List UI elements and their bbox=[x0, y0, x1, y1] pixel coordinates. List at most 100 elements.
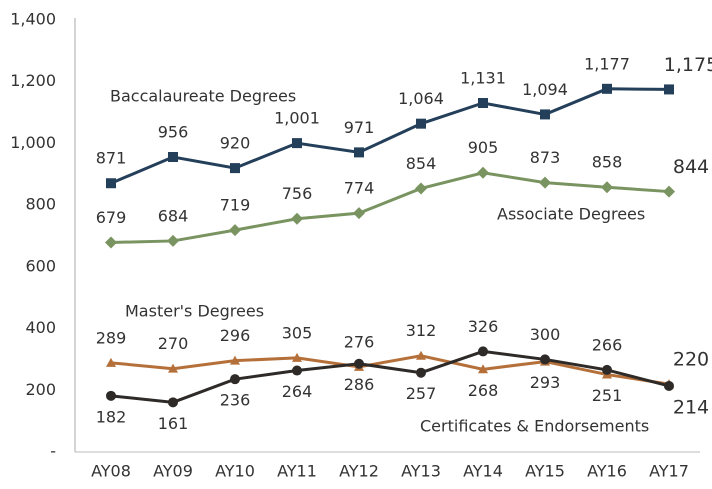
data-label: 270 bbox=[158, 334, 189, 353]
series-name: Master's Degrees bbox=[125, 302, 264, 321]
marker bbox=[416, 367, 426, 378]
data-label: 920 bbox=[220, 134, 251, 153]
marker bbox=[230, 355, 240, 365]
y-tick-label: 400 bbox=[25, 318, 56, 337]
x-tick-label: AY15 bbox=[525, 462, 565, 481]
marker bbox=[106, 390, 116, 401]
data-label: 220 bbox=[673, 349, 709, 371]
data-label: 905 bbox=[468, 138, 499, 157]
data-label: 326 bbox=[468, 317, 499, 336]
marker bbox=[664, 380, 674, 391]
marker bbox=[478, 346, 488, 357]
marker bbox=[354, 358, 364, 369]
marker bbox=[477, 166, 489, 179]
data-label: 161 bbox=[158, 414, 189, 433]
x-tick-label: AY16 bbox=[587, 462, 627, 481]
marker bbox=[230, 163, 240, 174]
x-tick-label: AY13 bbox=[401, 462, 441, 481]
x-tick-label: AY14 bbox=[463, 462, 503, 481]
data-label: 1,131 bbox=[460, 69, 506, 88]
data-label: 971 bbox=[344, 118, 375, 137]
y-tick-label: 1,400 bbox=[10, 10, 56, 29]
marker bbox=[168, 397, 178, 408]
y-tick-label: 1,000 bbox=[10, 133, 56, 152]
marker bbox=[105, 236, 117, 249]
data-label: 293 bbox=[530, 373, 561, 392]
y-tick-label: 200 bbox=[25, 380, 56, 399]
series-line bbox=[110, 171, 670, 244]
marker bbox=[106, 178, 116, 189]
marker bbox=[540, 109, 550, 120]
data-label: 774 bbox=[344, 179, 375, 198]
data-label: 300 bbox=[530, 325, 561, 344]
data-label: 312 bbox=[406, 321, 437, 340]
data-label: 268 bbox=[468, 381, 499, 400]
data-label: 679 bbox=[96, 208, 127, 227]
y-tick-label: 1,200 bbox=[10, 71, 56, 90]
data-label: 873 bbox=[530, 148, 561, 167]
data-label: 871 bbox=[96, 149, 127, 168]
marker bbox=[167, 234, 179, 247]
x-tick-label: AY12 bbox=[339, 462, 379, 481]
y-tick-label: 800 bbox=[25, 195, 56, 214]
series-name: Associate Degrees bbox=[497, 205, 645, 224]
data-label: 214 bbox=[673, 396, 709, 418]
data-label: 286 bbox=[344, 375, 375, 394]
marker bbox=[415, 182, 427, 195]
data-label: 1,064 bbox=[398, 89, 444, 108]
x-tick-label: AY10 bbox=[215, 462, 255, 481]
data-label: 1,177 bbox=[584, 54, 630, 73]
data-label: 854 bbox=[406, 154, 437, 173]
series-name: Certificates & Endorsements bbox=[420, 417, 649, 436]
data-label: 1,175 bbox=[664, 54, 712, 76]
marker bbox=[416, 350, 426, 360]
x-tick-label: AY09 bbox=[153, 462, 193, 481]
marker bbox=[663, 185, 675, 198]
data-label: 257 bbox=[406, 384, 437, 403]
data-label: 236 bbox=[220, 391, 251, 410]
marker bbox=[602, 83, 612, 94]
x-tick-label: AY11 bbox=[277, 462, 317, 481]
data-label: 266 bbox=[592, 335, 623, 354]
data-label: 182 bbox=[96, 407, 127, 426]
marker bbox=[353, 207, 365, 220]
marker bbox=[354, 147, 364, 158]
y-tick-label: 600 bbox=[25, 256, 56, 275]
marker bbox=[292, 138, 302, 149]
marker bbox=[168, 152, 178, 163]
data-label: 1,001 bbox=[274, 109, 320, 128]
data-label: 719 bbox=[220, 196, 251, 215]
marker bbox=[229, 224, 241, 237]
data-label: 844 bbox=[673, 156, 709, 178]
y-tick-label: - bbox=[50, 442, 56, 461]
marker bbox=[168, 363, 178, 373]
marker bbox=[664, 84, 674, 95]
series-line bbox=[110, 349, 670, 404]
data-label: 858 bbox=[592, 153, 623, 172]
marker bbox=[106, 357, 116, 367]
series-line bbox=[110, 354, 670, 386]
marker bbox=[478, 364, 488, 374]
marker bbox=[416, 118, 426, 129]
data-label: 296 bbox=[220, 326, 251, 345]
series-name: Baccalaureate Degrees bbox=[110, 87, 296, 106]
data-label: 1,094 bbox=[522, 80, 568, 99]
marker bbox=[540, 354, 550, 365]
data-label: 251 bbox=[592, 386, 623, 405]
marker bbox=[539, 176, 551, 189]
marker bbox=[601, 181, 613, 194]
marker bbox=[292, 365, 302, 376]
series-line bbox=[110, 87, 670, 185]
data-label: 276 bbox=[344, 332, 375, 351]
x-tick-label: AY08 bbox=[91, 462, 131, 481]
data-label: 289 bbox=[96, 328, 127, 347]
marker bbox=[230, 374, 240, 385]
marker bbox=[291, 212, 303, 225]
data-label: 956 bbox=[158, 123, 189, 142]
data-label: 756 bbox=[282, 184, 313, 203]
x-tick-label: AY17 bbox=[649, 462, 689, 481]
data-label: 305 bbox=[282, 323, 313, 342]
marker bbox=[602, 364, 612, 375]
data-label: 264 bbox=[282, 382, 313, 401]
